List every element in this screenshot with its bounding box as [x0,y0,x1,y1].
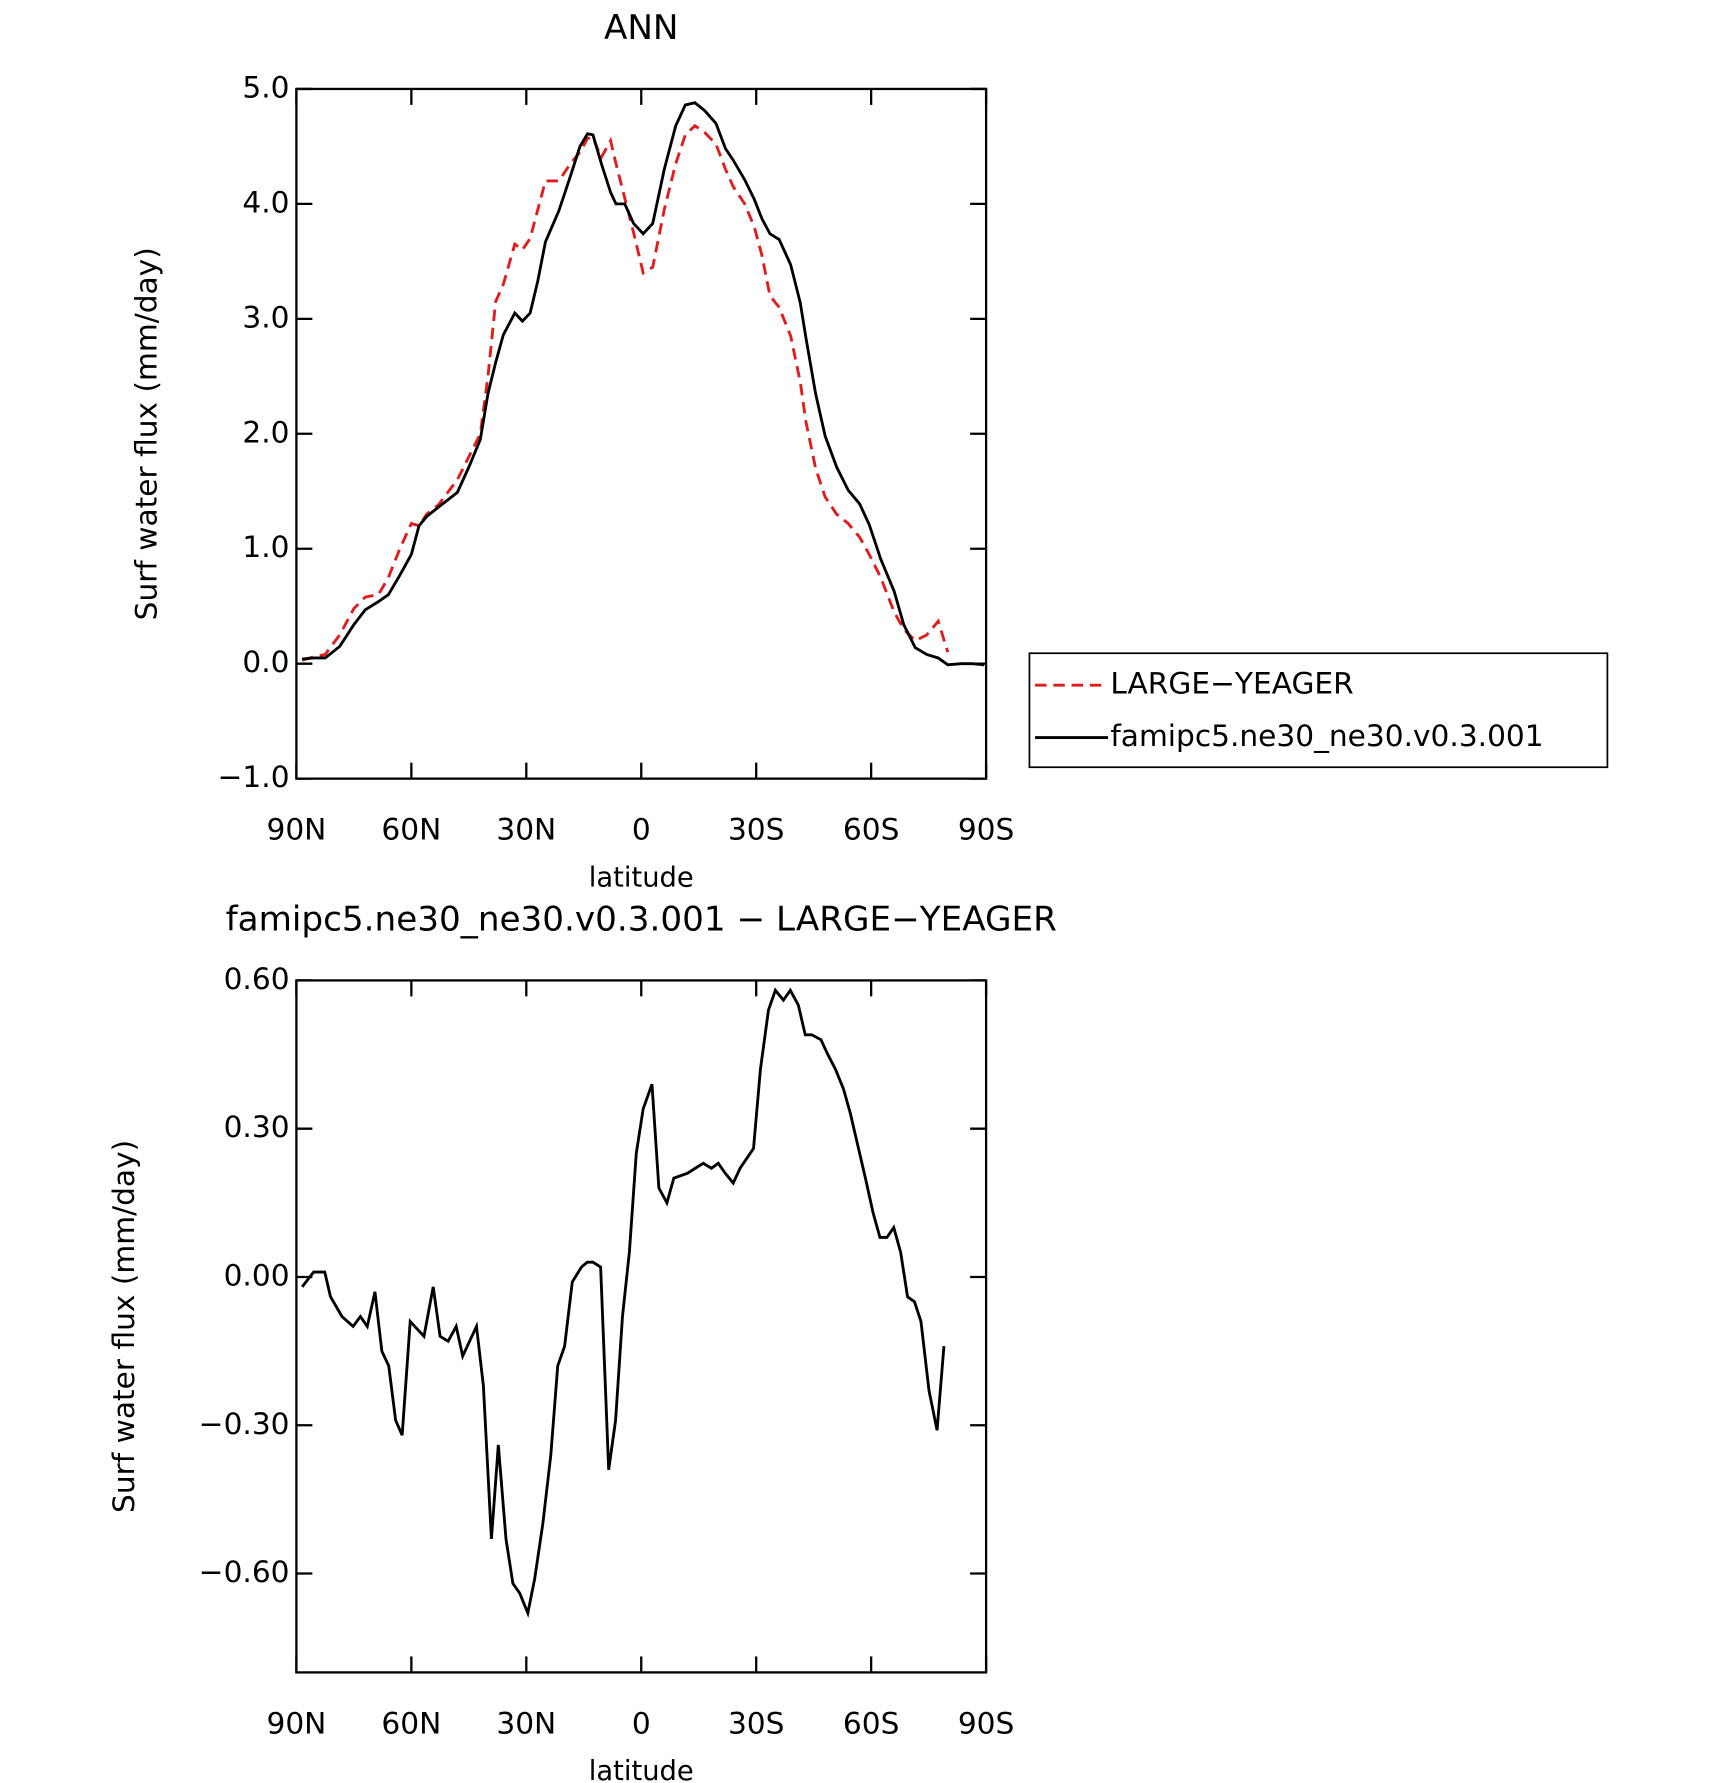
data-line [301,987,946,1619]
x-axis-label: latitude [589,1756,694,1783]
y-tick-label: −0.30 [199,1406,290,1441]
x-tick-label: 90S [958,812,1015,847]
x-tick-label: 90N [266,812,326,847]
y-tick-label: 5.0 [242,69,289,104]
legend-label: LARGE−YEAGER [1110,666,1353,701]
y-tick-label: 1.0 [242,529,289,564]
y-tick-label: 0.0 [242,644,289,679]
y-tick-label: −0.60 [199,1554,290,1589]
chart-title: famipc5.ne30_ne30.v0.3.001 − LARGE−YEAGE… [226,900,1057,940]
legend-label: famipc5.ne30_ne30.v0.3.001 [1110,718,1543,753]
x-tick-label: 60S [843,812,900,847]
y-tick-label: 2.0 [242,414,289,449]
y-tick-label: 4.0 [242,184,289,219]
x-tick-label: 0 [632,1705,651,1740]
y-tick-label: 3.0 [242,299,289,334]
x-tick-label: 30S [728,812,785,847]
x-tick-label: 90S [958,1705,1015,1740]
y-tick-label: 0.30 [224,1109,290,1144]
legend-box [1028,652,1609,769]
x-axis-label: latitude [589,862,694,893]
x-tick-label: 30S [728,1705,785,1740]
y-tick-label: −1.0 [218,759,290,794]
y-axis-label: Surf water flux (mm/day) [106,1140,141,1513]
data-line [302,101,985,667]
plot-frame [295,979,988,1674]
x-tick-label: 90N [266,1705,326,1740]
chart-title: ANN [604,8,679,48]
y-axis-label: Surf water flux (mm/day) [129,247,164,620]
x-tick-label: 60N [381,812,441,847]
x-tick-label: 0 [632,812,651,847]
y-tick-label: 0.00 [224,1257,290,1292]
x-tick-label: 30N [496,812,556,847]
x-tick-label: 30N [496,1705,556,1740]
x-tick-label: 60S [843,1705,900,1740]
x-tick-label: 60N [381,1705,441,1740]
y-tick-label: 0.60 [224,961,290,996]
plot-frame [295,87,988,780]
